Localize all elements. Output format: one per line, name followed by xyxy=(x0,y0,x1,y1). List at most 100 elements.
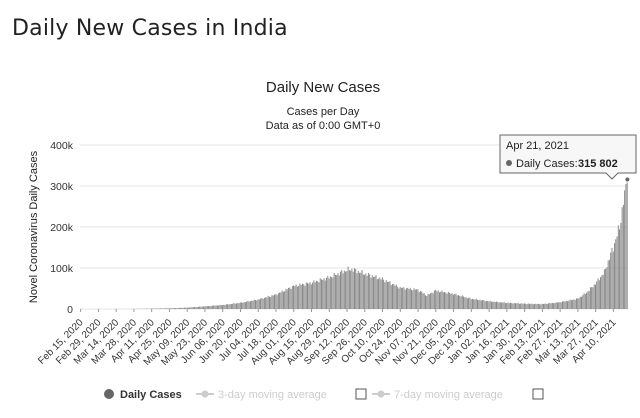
data-bar[interactable] xyxy=(515,303,517,309)
legend-marker-daily-cases[interactable] xyxy=(104,389,114,399)
data-bar[interactable] xyxy=(411,289,412,309)
data-bar[interactable] xyxy=(471,298,473,309)
data-bar[interactable] xyxy=(243,302,245,309)
data-bar[interactable] xyxy=(229,303,231,309)
data-bar[interactable] xyxy=(379,277,381,309)
data-bar[interactable] xyxy=(494,302,496,309)
data-bar[interactable] xyxy=(397,286,399,309)
data-bar[interactable] xyxy=(569,299,571,309)
data-bar[interactable] xyxy=(232,303,234,309)
data-bar[interactable] xyxy=(190,307,192,309)
data-bar[interactable] xyxy=(200,306,202,309)
data-bar[interactable] xyxy=(493,301,495,310)
data-bar[interactable] xyxy=(389,281,391,309)
data-bar[interactable] xyxy=(412,290,414,309)
data-bar[interactable] xyxy=(324,280,326,309)
data-bar[interactable] xyxy=(626,179,628,309)
data-bar[interactable] xyxy=(191,307,193,309)
data-bar[interactable] xyxy=(616,236,618,309)
data-bar[interactable] xyxy=(251,300,253,309)
data-bar[interactable] xyxy=(575,298,577,309)
data-bar[interactable] xyxy=(619,229,621,309)
data-bar[interactable] xyxy=(553,303,555,309)
data-bar[interactable] xyxy=(192,307,194,309)
data-bar[interactable] xyxy=(525,303,527,309)
data-bar[interactable] xyxy=(395,284,397,309)
data-bar[interactable] xyxy=(298,285,300,309)
data-bar[interactable] xyxy=(587,291,589,309)
data-bar[interactable] xyxy=(244,302,246,309)
data-bar[interactable] xyxy=(438,292,440,309)
data-bar[interactable] xyxy=(182,307,184,309)
data-bar[interactable] xyxy=(304,285,306,309)
data-bar[interactable] xyxy=(338,275,340,309)
data-bar[interactable] xyxy=(536,304,538,309)
data-bar[interactable] xyxy=(284,291,286,309)
data-bar[interactable] xyxy=(217,305,218,310)
data-bar[interactable] xyxy=(611,247,613,309)
data-bar[interactable] xyxy=(225,304,227,309)
data-bar[interactable] xyxy=(369,274,371,309)
data-bar[interactable] xyxy=(328,278,330,309)
data-bar[interactable] xyxy=(479,299,481,309)
data-bar[interactable] xyxy=(543,303,544,309)
data-bar[interactable] xyxy=(511,303,513,309)
data-bar[interactable] xyxy=(581,296,582,309)
data-bar[interactable] xyxy=(546,303,548,309)
data-bar[interactable] xyxy=(310,284,312,309)
data-bar[interactable] xyxy=(452,294,454,309)
data-bar[interactable] xyxy=(402,287,404,309)
data-bar[interactable] xyxy=(622,204,624,309)
data-bar[interactable] xyxy=(600,277,601,309)
data-bar[interactable] xyxy=(483,300,485,309)
data-bar[interactable] xyxy=(163,308,165,309)
data-bar[interactable] xyxy=(517,303,519,309)
data-bar[interactable] xyxy=(166,308,168,309)
data-bar[interactable] xyxy=(399,286,401,309)
data-bar[interactable] xyxy=(201,306,203,309)
data-bar[interactable] xyxy=(343,270,345,309)
data-bar[interactable] xyxy=(277,293,279,309)
data-bar[interactable] xyxy=(351,268,353,309)
data-bar[interactable] xyxy=(426,295,428,309)
data-bar[interactable] xyxy=(554,303,556,309)
data-bar[interactable] xyxy=(203,306,204,309)
legend-label-3-day-average[interactable]: 3-day moving average xyxy=(218,389,327,401)
data-bar[interactable] xyxy=(602,274,604,309)
data-bar[interactable] xyxy=(446,293,448,309)
data-bar[interactable] xyxy=(317,281,319,309)
data-bar[interactable] xyxy=(409,287,411,309)
data-bar[interactable] xyxy=(180,307,182,309)
data-bar[interactable] xyxy=(539,304,541,309)
data-bar[interactable] xyxy=(195,306,197,309)
data-bar[interactable] xyxy=(408,289,410,309)
data-bar[interactable] xyxy=(220,305,222,309)
data-bar[interactable] xyxy=(286,289,288,309)
data-bar[interactable] xyxy=(404,289,406,309)
data-bar[interactable] xyxy=(299,283,301,309)
data-bar[interactable] xyxy=(347,266,349,309)
data-bar[interactable] xyxy=(234,303,236,309)
data-bar[interactable] xyxy=(586,292,588,309)
data-bar[interactable] xyxy=(346,271,348,309)
data-bar[interactable] xyxy=(450,293,452,309)
data-bar[interactable] xyxy=(288,287,289,309)
data-bar[interactable] xyxy=(279,292,281,309)
data-bar[interactable] xyxy=(215,305,217,309)
data-bar[interactable] xyxy=(364,274,366,309)
data-bar[interactable] xyxy=(455,293,457,309)
data-bar[interactable] xyxy=(532,304,534,309)
data-bar[interactable] xyxy=(276,295,278,309)
data-bar[interactable] xyxy=(459,295,461,309)
data-bar[interactable] xyxy=(520,303,522,309)
data-bar[interactable] xyxy=(605,268,607,309)
data-bar[interactable] xyxy=(223,304,225,309)
data-bar[interactable] xyxy=(390,285,392,309)
data-bar[interactable] xyxy=(393,283,395,309)
data-bar[interactable] xyxy=(464,297,466,309)
data-bar[interactable] xyxy=(621,207,623,309)
data-bar[interactable] xyxy=(239,302,241,309)
data-bar[interactable] xyxy=(447,291,449,309)
data-bar[interactable] xyxy=(572,299,574,309)
data-bar[interactable] xyxy=(551,302,553,309)
